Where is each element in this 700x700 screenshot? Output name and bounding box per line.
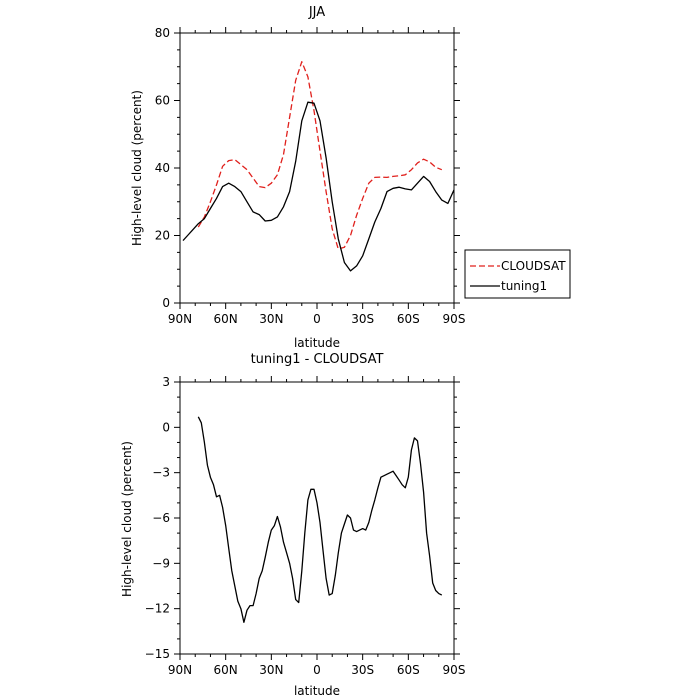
top-series-line-1 [182,101,455,272]
top-series-lines [182,61,455,272]
bottom-ytick-label: −15 [145,647,170,661]
top-ytick-label: 80 [155,26,170,40]
bottom-series-line-0 [197,416,443,623]
top-plot-frame [179,32,455,304]
bottom-panel: tuning1 - CLOUDSAT High-level cloud (per… [120,352,465,698]
legend-box [464,249,571,299]
bottom-ytick-label: −3 [152,466,170,480]
top-xtick-label: 60N [214,312,238,326]
bottom-xtick-label: 60N [214,663,238,677]
legend: CLOUDSAT tuning1 [464,249,571,299]
bottom-ytick-label: −12 [145,602,170,616]
bottom-chart-title: tuning1 - CLOUDSAT [251,352,384,367]
bottom-ytick-label: −6 [152,511,170,525]
bottom-y-ticks: 3 0 −3 −6 −9 −12 −15 [145,375,460,661]
bottom-xlabel: latitude [294,684,340,698]
bottom-ylabel: High-level cloud (percent) [120,441,134,597]
top-ytick-label: 0 [162,296,170,310]
top-xtick-label: 90N [168,312,192,326]
top-chart-title: JJA [308,5,325,20]
top-ylabel: High-level cloud (percent) [130,90,144,246]
top-xtick-label: 30N [259,312,283,326]
bottom-ytick-label: 0 [162,420,170,434]
bottom-ytick-label: −9 [152,556,170,570]
top-xtick-label: 0 [313,312,321,326]
legend-label-tuning1: tuning1 [501,279,547,293]
bottom-xtick-label: 30S [351,663,374,677]
top-xlabel: latitude [294,336,340,350]
bottom-xtick-label: 60S [397,663,420,677]
bottom-xtick-label: 30N [259,663,283,677]
top-ytick-label: 60 [155,94,170,108]
top-xtick-label: 90S [443,312,466,326]
bottom-xtick-label: 0 [313,663,321,677]
bottom-xtick-label: 90S [443,663,466,677]
bottom-xtick-label: 90N [168,663,192,677]
top-xtick-label: 60S [397,312,420,326]
bottom-plot-frame [179,381,455,655]
top-panel: JJA High-level cloud (percent) latitude … [130,5,465,350]
bottom-ytick-label: 3 [162,375,170,389]
top-series-line-0 [197,61,443,250]
top-x-ticks: 90N 60N 30N 0 30S 60S 90S [168,27,466,326]
bottom-x-ticks: 90N 60N 30N 0 30S 60S 90S [168,376,466,677]
top-ytick-label: 40 [155,161,170,175]
top-xtick-label: 30S [351,312,374,326]
top-ytick-label: 20 [155,229,170,243]
bottom-series-lines [197,416,443,623]
top-y-ticks: 0 20 40 60 80 [155,26,460,310]
legend-label-cloudsat: CLOUDSAT [501,259,566,273]
